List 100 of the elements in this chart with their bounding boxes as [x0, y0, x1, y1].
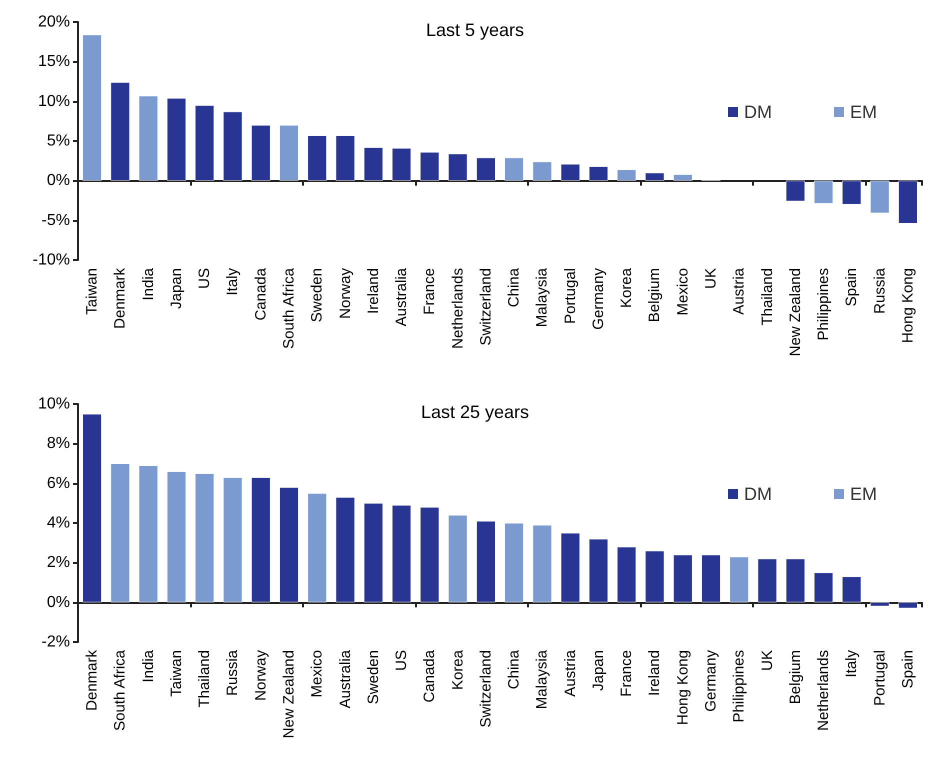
- x-tick-label: Portugal: [871, 650, 888, 706]
- x-tick-label: Taiwan: [84, 268, 101, 315]
- x-tick-label: Russia: [871, 267, 888, 314]
- y-tick-label: 15%: [38, 53, 70, 70]
- x-tick-label: Malaysia: [534, 649, 551, 710]
- bar: [870, 180, 890, 214]
- x-tick-label: Japan: [590, 650, 607, 691]
- bar: [448, 515, 468, 602]
- y-tick-label: -2%: [42, 634, 70, 650]
- x-tick-label: Austria: [730, 267, 748, 315]
- bar: [560, 164, 580, 181]
- x-tick-label: Italy: [843, 650, 860, 678]
- x-tick-label: Denmark: [112, 268, 129, 329]
- bar: [898, 180, 918, 224]
- x-tick-label: US: [393, 650, 410, 671]
- x-tick-label: US: [196, 268, 214, 289]
- x-tick-label: China: [506, 649, 523, 690]
- bar: [279, 487, 299, 602]
- x-tick-label: New Zealand: [786, 268, 804, 356]
- y-tick-label: 5%: [46, 132, 70, 150]
- x-tick-label: South Africa: [280, 267, 298, 349]
- bar: [138, 465, 158, 602]
- bar: [645, 172, 664, 181]
- bar: [195, 473, 214, 602]
- x-tick-label: India: [140, 649, 157, 683]
- bar: [392, 505, 412, 602]
- bar: [842, 576, 862, 602]
- x-tick-label: Belgium: [646, 268, 664, 322]
- bar: [730, 556, 749, 602]
- x-tick-label: France: [618, 650, 636, 697]
- bar: [308, 135, 327, 181]
- chart-title: Last 5 years: [426, 20, 524, 40]
- x-tick-label: Belgium: [786, 650, 804, 704]
- bar: [82, 414, 102, 602]
- legend-label: DM: [744, 102, 772, 122]
- bar: [645, 550, 664, 602]
- x-tick-label: Spain: [899, 650, 916, 688]
- x-tick-label: South Africa: [112, 649, 129, 731]
- x-tick-label: Netherlands: [449, 268, 466, 349]
- x-tick-label: Portugal: [562, 268, 579, 324]
- bar: [588, 166, 608, 181]
- x-tick-label: Philippines: [730, 650, 748, 723]
- bar: [758, 558, 777, 602]
- bar: [532, 524, 552, 602]
- x-tick-label: Korea: [449, 649, 466, 690]
- bar: [336, 135, 355, 181]
- bar: [617, 170, 636, 181]
- bar: [476, 521, 496, 602]
- y-tick-label: 10%: [38, 396, 70, 412]
- bar: [814, 180, 834, 204]
- x-tick-label: Malaysia: [534, 267, 551, 328]
- bar: [166, 98, 186, 181]
- x-tick-label: Ireland: [364, 268, 382, 314]
- x-tick-label: UK: [702, 268, 720, 289]
- x-tick-label: Sweden: [364, 650, 382, 704]
- bar: [448, 154, 468, 181]
- x-tick-label: Spain: [843, 268, 860, 306]
- x-tick-label: Sweden: [308, 268, 326, 322]
- x-tick-label: Switzerland: [477, 650, 494, 728]
- x-tick-label: Thailand: [758, 268, 776, 326]
- bar: [673, 554, 692, 602]
- legend-label: EM: [850, 102, 877, 122]
- x-tick-label: Australia: [393, 267, 410, 326]
- y-tick-label: -5%: [42, 212, 70, 229]
- y-tick-label: -10%: [32, 252, 70, 268]
- bar: [364, 503, 383, 602]
- x-tick-label: Korea: [618, 267, 636, 308]
- bar: [251, 125, 270, 181]
- x-tick-label: Taiwan: [168, 650, 185, 697]
- x-tick-label: Norway: [336, 268, 354, 319]
- x-tick-label: Mexico: [674, 268, 692, 316]
- x-tick-label: Italy: [224, 268, 242, 296]
- bar: [308, 493, 327, 602]
- bar: [842, 180, 862, 204]
- x-tick-label: Switzerland: [477, 268, 494, 346]
- bar: [110, 82, 130, 181]
- y-tick-label: 4%: [46, 514, 70, 532]
- x-tick-label: Ireland: [646, 650, 664, 696]
- x-tick-label: Denmark: [84, 650, 101, 711]
- x-tick-label: Canada: [421, 649, 438, 703]
- y-tick-label: 8%: [46, 435, 70, 452]
- x-tick-label: China: [506, 267, 523, 308]
- bar: [166, 471, 186, 602]
- bar: [504, 523, 524, 602]
- x-tick-label: Philippines: [815, 268, 832, 341]
- bar: [195, 105, 214, 181]
- bar: [279, 125, 299, 181]
- bar: [786, 558, 805, 602]
- y-tick-label: 20%: [38, 14, 70, 30]
- x-tick-label: Netherlands: [815, 650, 832, 731]
- x-tick-label: New Zealand: [280, 650, 298, 738]
- y-tick-label: 10%: [38, 92, 70, 110]
- chart-title: Last 25 years: [420, 402, 530, 422]
- bar: [560, 532, 580, 602]
- bar: [392, 148, 412, 181]
- x-tick-label: Hong Kong: [674, 650, 692, 726]
- legend-label: EM: [850, 484, 877, 504]
- bar: [138, 96, 158, 181]
- x-tick-label: UK: [758, 650, 776, 671]
- bar: [420, 152, 440, 181]
